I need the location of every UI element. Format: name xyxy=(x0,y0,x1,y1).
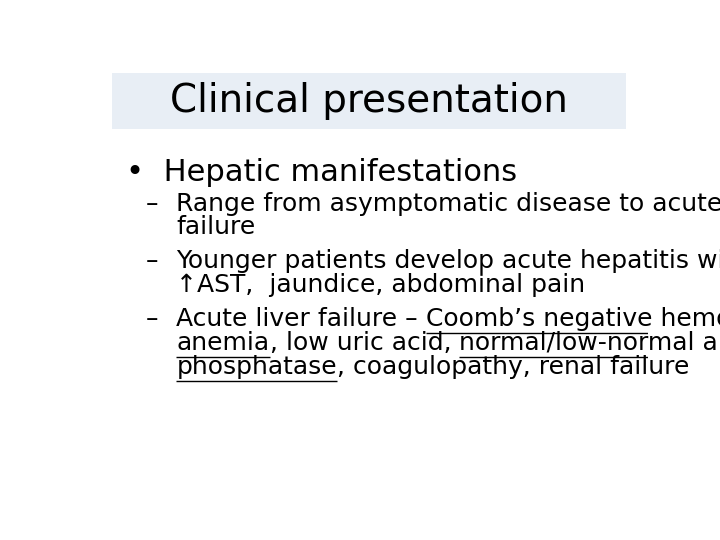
Text: Range from asymptomatic disease to acute liver: Range from asymptomatic disease to acute… xyxy=(176,192,720,215)
Text: ↑AST,  jaundice, abdominal pain: ↑AST, jaundice, abdominal pain xyxy=(176,273,585,297)
Text: –: – xyxy=(145,307,158,331)
Text: •  Hepatic manifestations: • Hepatic manifestations xyxy=(126,158,518,187)
FancyBboxPatch shape xyxy=(112,73,626,129)
Text: Clinical presentation: Clinical presentation xyxy=(170,83,568,120)
Text: , low uric acid,: , low uric acid, xyxy=(269,331,459,355)
Text: Younger patients develop acute hepatitis with: Younger patients develop acute hepatitis… xyxy=(176,249,720,273)
Text: Acute liver failure –: Acute liver failure – xyxy=(176,307,426,331)
Text: , coagulopathy, renal failure: , coagulopathy, renal failure xyxy=(337,355,690,379)
Text: anemia: anemia xyxy=(176,331,269,355)
Text: failure: failure xyxy=(176,215,256,239)
Text: Coomb’s negative hemolytic: Coomb’s negative hemolytic xyxy=(426,307,720,331)
Text: –: – xyxy=(145,192,158,215)
Text: –: – xyxy=(145,249,158,273)
Text: normal/low-normal alkaline: normal/low-normal alkaline xyxy=(459,331,720,355)
Text: phosphatase: phosphatase xyxy=(176,355,337,379)
